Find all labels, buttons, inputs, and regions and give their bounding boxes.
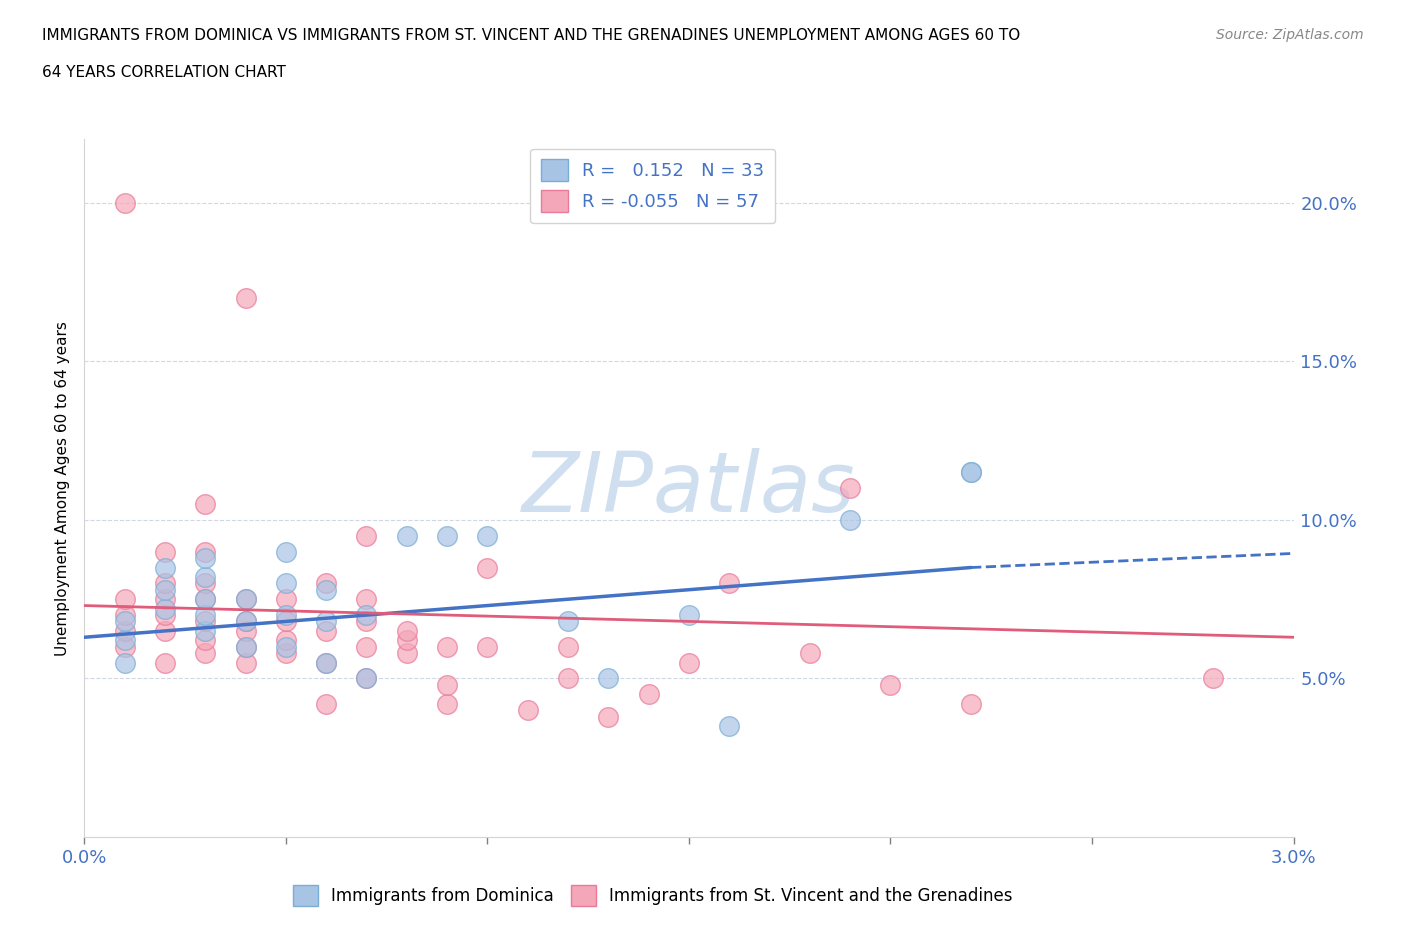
Point <box>436 677 458 692</box>
Point <box>436 528 458 543</box>
Point <box>194 607 217 622</box>
Point <box>235 290 257 305</box>
Point <box>194 576 217 591</box>
Point <box>356 639 378 654</box>
Point <box>960 697 983 711</box>
Text: 64 YEARS CORRELATION CHART: 64 YEARS CORRELATION CHART <box>42 65 285 80</box>
Point <box>1202 671 1225 686</box>
Point <box>678 607 700 622</box>
Point <box>477 639 499 654</box>
Point <box>477 560 499 575</box>
Point <box>235 614 257 629</box>
Point <box>153 623 176 638</box>
Point <box>194 544 217 559</box>
Point <box>637 687 659 702</box>
Point <box>799 645 821 660</box>
Point <box>356 528 378 543</box>
Point <box>315 655 337 670</box>
Point <box>678 655 700 670</box>
Point <box>274 645 297 660</box>
Point <box>153 607 176 622</box>
Point <box>274 633 297 648</box>
Point <box>598 709 620 724</box>
Point <box>315 582 337 597</box>
Point <box>879 677 901 692</box>
Point <box>194 645 217 660</box>
Point <box>194 551 217 565</box>
Point <box>153 576 176 591</box>
Point <box>153 655 176 670</box>
Point <box>114 607 136 622</box>
Point <box>315 614 337 629</box>
Point <box>315 697 337 711</box>
Point <box>114 639 136 654</box>
Y-axis label: Unemployment Among Ages 60 to 64 years: Unemployment Among Ages 60 to 64 years <box>55 321 70 656</box>
Point <box>436 639 458 654</box>
Point <box>436 697 458 711</box>
Point <box>235 614 257 629</box>
Point <box>356 591 378 606</box>
Point <box>153 582 176 597</box>
Point <box>598 671 620 686</box>
Point <box>718 576 741 591</box>
Point <box>194 623 217 638</box>
Point <box>274 544 297 559</box>
Point <box>395 645 418 660</box>
Point <box>114 614 136 629</box>
Point <box>235 591 257 606</box>
Point <box>235 639 257 654</box>
Point <box>839 481 862 496</box>
Point <box>114 655 136 670</box>
Point <box>315 576 337 591</box>
Point <box>274 591 297 606</box>
Point <box>194 591 217 606</box>
Point <box>356 614 378 629</box>
Point <box>194 569 217 584</box>
Point <box>114 623 136 638</box>
Point <box>114 195 136 210</box>
Point <box>395 528 418 543</box>
Point <box>194 614 217 629</box>
Text: ZIPatlas: ZIPatlas <box>522 447 856 529</box>
Point <box>235 639 257 654</box>
Point <box>960 465 983 480</box>
Point <box>718 719 741 734</box>
Text: IMMIGRANTS FROM DOMINICA VS IMMIGRANTS FROM ST. VINCENT AND THE GRENADINES UNEMP: IMMIGRANTS FROM DOMINICA VS IMMIGRANTS F… <box>42 28 1021 43</box>
Point <box>395 623 418 638</box>
Point <box>235 655 257 670</box>
Point <box>356 671 378 686</box>
Point <box>274 639 297 654</box>
Point <box>194 633 217 648</box>
Point <box>315 623 337 638</box>
Point <box>516 703 538 718</box>
Point <box>153 544 176 559</box>
Point <box>960 465 983 480</box>
Point <box>235 591 257 606</box>
Point <box>153 602 176 617</box>
Point <box>274 614 297 629</box>
Point <box>557 614 579 629</box>
Point <box>356 671 378 686</box>
Point <box>114 591 136 606</box>
Text: Source: ZipAtlas.com: Source: ZipAtlas.com <box>1216 28 1364 42</box>
Point <box>356 607 378 622</box>
Legend: Immigrants from Dominica, Immigrants from St. Vincent and the Grenadines: Immigrants from Dominica, Immigrants fro… <box>287 879 1019 912</box>
Point <box>114 633 136 648</box>
Point <box>477 528 499 543</box>
Point <box>153 560 176 575</box>
Point <box>274 576 297 591</box>
Point <box>557 671 579 686</box>
Point <box>153 591 176 606</box>
Point <box>395 633 418 648</box>
Point <box>274 607 297 622</box>
Point <box>194 591 217 606</box>
Point <box>557 639 579 654</box>
Point <box>839 512 862 527</box>
Point <box>315 655 337 670</box>
Point <box>194 497 217 512</box>
Point <box>235 623 257 638</box>
